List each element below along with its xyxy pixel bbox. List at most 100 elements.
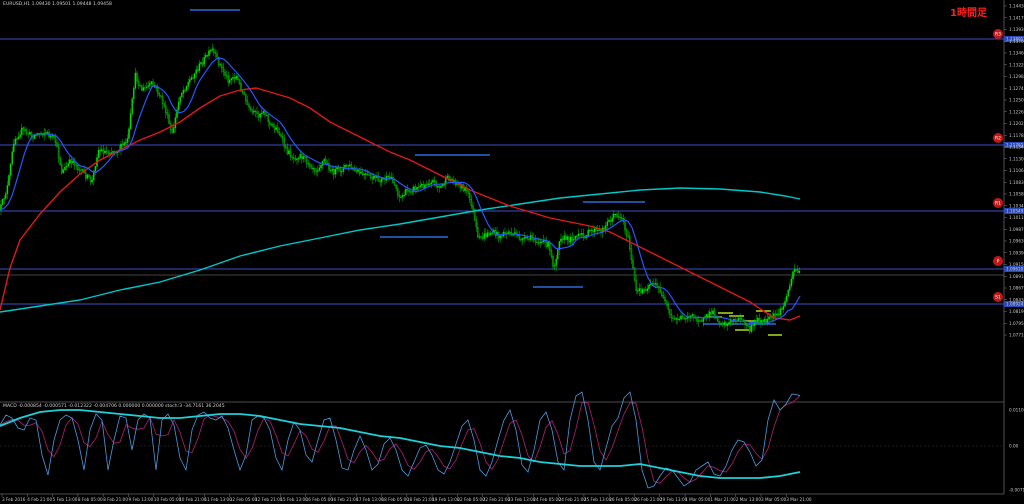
- candle-body: [755, 320, 757, 323]
- candle-body: [616, 213, 618, 217]
- candle-body: [137, 80, 140, 86]
- candle-body: [62, 169, 65, 173]
- candle-body: [598, 229, 601, 231]
- level-marker-p: P: [993, 256, 1003, 266]
- candle-body: [297, 157, 300, 160]
- candle-body: [264, 111, 266, 116]
- candle-body: [249, 106, 252, 110]
- candle-body: [750, 325, 753, 332]
- candle-body: [30, 132, 33, 137]
- candle-body: [301, 154, 303, 159]
- price-axis[interactable]: 1.14430 1.14170 1.13930 1.13700 1.13460 1.132…: [1004, 4, 1024, 338]
- candle-body: [27, 133, 29, 135]
- svg-text:1.08924: 1.08924: [1006, 302, 1024, 307]
- price-axis-label: 1.10340: [1009, 203, 1024, 208]
- price-axis-label: 1.08670: [1009, 286, 1024, 291]
- candle-body: [131, 98, 133, 114]
- candle-body: [496, 231, 498, 236]
- candle-body: [721, 323, 724, 325]
- candle-body: [195, 69, 197, 74]
- candle-body: [416, 186, 418, 190]
- candle-body: [341, 171, 343, 173]
- candle-body: [189, 79, 191, 83]
- candle-body: [61, 164, 63, 173]
- candle-body: [614, 213, 617, 215]
- candle-body: [224, 71, 226, 76]
- candle-body: [233, 77, 236, 80]
- candle-body: [309, 163, 311, 167]
- candle-body: [790, 278, 793, 286]
- candle-body: [785, 296, 788, 302]
- level-marker-s1: S1: [993, 292, 1003, 302]
- indicator-header: MACD -0.000854 -0.000571 -0.012322 -0.00…: [3, 403, 225, 409]
- candle-body: [685, 318, 687, 320]
- candle-body: [744, 320, 746, 325]
- candle-body: [163, 103, 165, 106]
- candle-body: [789, 285, 791, 291]
- candle-body: [168, 114, 170, 124]
- candle-body: [262, 111, 265, 114]
- candle-body: [438, 186, 441, 188]
- price-axis-label: 1.12505: [1009, 98, 1024, 103]
- candle-body: [374, 176, 377, 178]
- candle-body: [697, 320, 700, 322]
- candle-body: [363, 173, 365, 176]
- candle-body: [637, 290, 639, 292]
- candle-body: [726, 324, 729, 326]
- candle-body: [480, 236, 482, 238]
- candle-body: [593, 228, 596, 233]
- candle-body: [643, 289, 645, 291]
- candle-body: [558, 241, 561, 250]
- candle-body: [521, 238, 524, 241]
- candle-body: [65, 166, 68, 168]
- price-axis-label: 1.12985: [1009, 74, 1024, 79]
- level-markers: R3 R2 R1 P S1: [993, 29, 1003, 302]
- candle-body: [123, 142, 125, 146]
- candle-body: [467, 190, 469, 194]
- candle-body: [475, 219, 477, 228]
- time-axis-label: 3 Mar 21:00: [786, 497, 812, 502]
- candle-body: [425, 184, 428, 186]
- candle-body: [328, 163, 330, 171]
- candle-body: [633, 267, 636, 281]
- time-axis-label: 24 Feb 05:00: [533, 497, 561, 502]
- candle-body: [745, 324, 748, 326]
- candle-body: [640, 288, 642, 294]
- candle-body: [536, 241, 538, 243]
- candle-body: [448, 175, 450, 181]
- candle-body: [350, 164, 353, 169]
- candle-body: [422, 184, 425, 189]
- indicator-price-axis[interactable]: 0.011000 0.00 -0.007130: [1009, 408, 1024, 493]
- candle-body: [638, 288, 641, 292]
- candle-body: [126, 138, 129, 143]
- level-marker-r2: R2: [993, 133, 1003, 143]
- time-axis-label: 22 Feb 21:00: [483, 497, 511, 502]
- candle-body: [390, 177, 393, 179]
- candle-body: [737, 318, 740, 321]
- candle-body: [337, 167, 340, 169]
- time-axis-label: 26 Feb 21:00: [635, 497, 663, 502]
- candle-body: [525, 237, 527, 239]
- candle-body: [128, 128, 130, 139]
- price-axis-label: 1.11545: [1009, 145, 1024, 150]
- candle-body: [333, 168, 335, 175]
- time-axis-label: 17 Feb 13:00: [356, 497, 384, 502]
- candle-body: [245, 94, 247, 101]
- candle-body: [451, 179, 453, 181]
- candle-body: [712, 310, 714, 315]
- candle-body: [307, 163, 309, 165]
- time-axis[interactable]: 3 Feb 2016 4 Feb 21:00 5 Feb 13:00 8 Feb 05…: [1, 494, 812, 502]
- price-axis-label: 1.08190: [1009, 309, 1024, 314]
- candle-body: [728, 322, 730, 325]
- candle-body: [557, 249, 559, 260]
- candle-body: [512, 234, 514, 236]
- candle-body: [78, 169, 81, 171]
- candle-body: [797, 269, 799, 273]
- time-axis-label: 12 Feb 05:00: [230, 497, 258, 502]
- candle-body: [779, 308, 781, 315]
- candle-body: [317, 170, 319, 172]
- candle-body: [275, 127, 277, 130]
- candle-body: [99, 150, 101, 152]
